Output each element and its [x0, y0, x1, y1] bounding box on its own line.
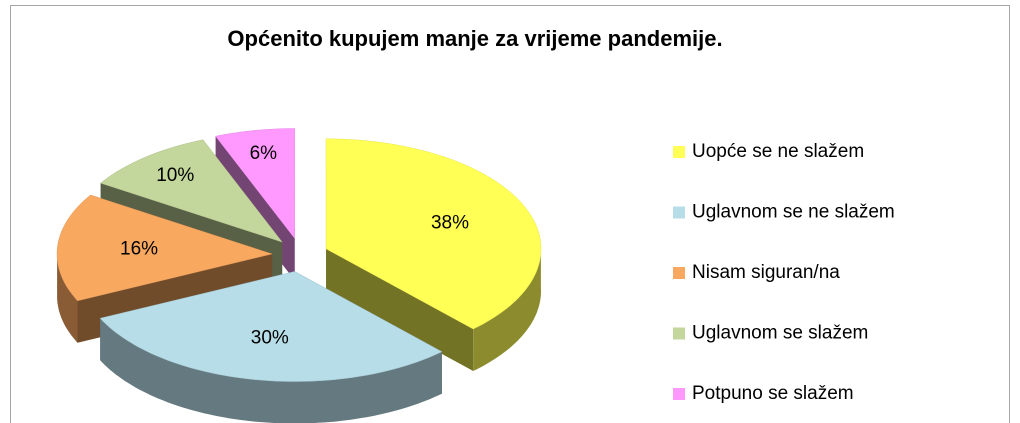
- data-label: 10%: [156, 165, 194, 186]
- data-label: 6%: [250, 143, 278, 164]
- legend-label: Nisam siguran/na: [692, 262, 840, 283]
- legend-label: Potpuno se slažem: [692, 383, 854, 404]
- legend-swatch: [673, 267, 685, 279]
- legend-label: Uglavnom se slažem: [692, 323, 868, 344]
- data-label: 30%: [251, 328, 289, 349]
- slice: [100, 139, 283, 243]
- legend-label: Uopće se ne slažem: [692, 141, 864, 162]
- data-label: 38%: [431, 213, 469, 234]
- slice: [325, 138, 542, 330]
- chart-title: Općenito kupujem manje za vrijeme pandem…: [227, 26, 722, 51]
- data-label: 16%: [120, 239, 158, 260]
- slice: [215, 128, 296, 240]
- pie: 38% 30% 16% 10% 6%: [56, 128, 542, 423]
- legend-swatch: [673, 327, 685, 340]
- legend-label: Uglavnom se ne slažem: [692, 202, 895, 223]
- legend-swatch: [673, 146, 685, 158]
- legend-swatch: [673, 206, 685, 219]
- legend-swatch: [673, 388, 685, 400]
- slice: [56, 194, 273, 302]
- slice-wall: [100, 318, 442, 423]
- slice-wall: [57, 251, 78, 343]
- slice: [99, 271, 443, 382]
- legend: Uopće se ne slažem Uglavnom se ne slažem N…: [673, 141, 895, 404]
- slice-side: [326, 248, 474, 372]
